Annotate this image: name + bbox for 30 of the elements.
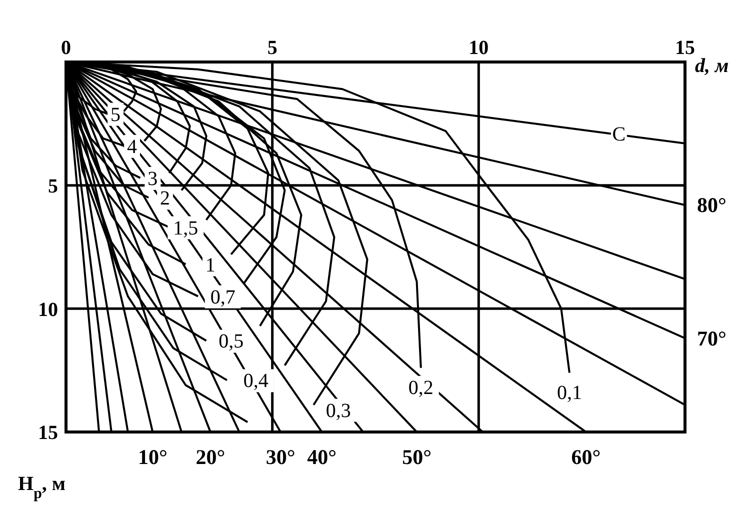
annotation: 2	[160, 188, 170, 210]
annotation: 40°	[307, 445, 337, 469]
annotation: 3	[148, 168, 158, 190]
annotation: 80°	[697, 193, 726, 218]
annotation: 20°	[196, 445, 226, 469]
annotation: 50°	[402, 445, 432, 469]
annotation: 70°	[697, 326, 726, 350]
x-tick-label: 15	[675, 37, 695, 59]
annotation: 1	[205, 254, 216, 276]
annotation: 4	[127, 136, 138, 158]
annotation: 0,4	[243, 370, 268, 392]
annotation: 5	[110, 104, 121, 126]
annotation: 0,7	[210, 286, 236, 308]
y-tick-label: 10	[38, 298, 58, 321]
y-tick-label: 5	[48, 175, 58, 198]
x-tick-label: 5	[267, 37, 278, 59]
annotation: 1,5	[173, 217, 198, 240]
annotation: 30°	[266, 445, 296, 469]
x-axis-title: d, м	[695, 55, 729, 77]
annotation: 10°	[138, 445, 168, 469]
annotation: C	[612, 124, 626, 146]
annotation: 0,3	[326, 400, 351, 422]
annotation: 0,1	[556, 382, 582, 404]
annotation: 0,2	[408, 376, 434, 399]
x-tick-label: 0	[61, 37, 71, 59]
annotation: 60°	[571, 445, 601, 469]
annotation: 0,5	[218, 330, 244, 353]
y-tick-label: 15	[38, 422, 58, 444]
x-tick-label: 10	[468, 37, 489, 59]
y-axis-title: H$_{р}$, м	[18, 473, 66, 502]
